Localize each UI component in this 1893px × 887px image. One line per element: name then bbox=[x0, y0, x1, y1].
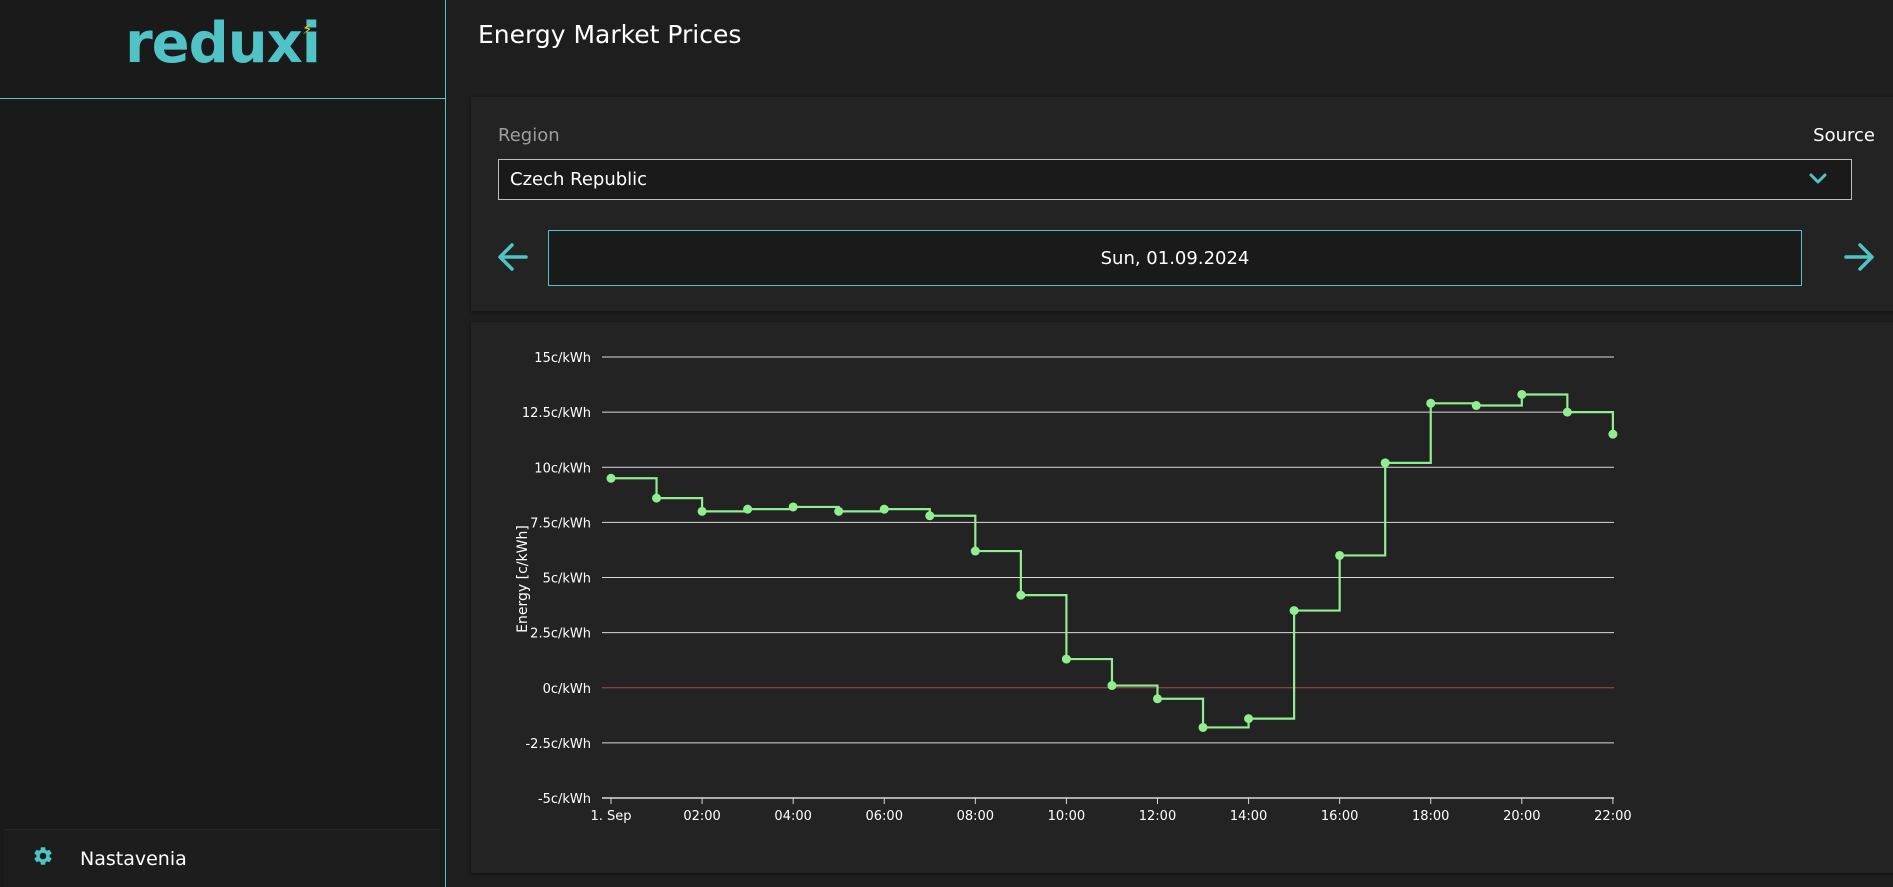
x-tick-label: 16:00 bbox=[1321, 809, 1358, 824]
y-tick-label: -2.5c/kWh bbox=[525, 737, 591, 752]
price-point[interactable] bbox=[1152, 694, 1162, 704]
y-tick-label: 15c/kWh bbox=[534, 351, 591, 366]
page-title: Energy Market Prices bbox=[478, 20, 742, 49]
y-tick-label: 10c/kWh bbox=[534, 461, 591, 476]
x-tick-label: 04:00 bbox=[774, 809, 811, 824]
price-point[interactable] bbox=[1335, 550, 1345, 560]
y-tick-label: 2.5c/kWh bbox=[530, 627, 591, 642]
arrow-right-icon bbox=[1844, 243, 1874, 271]
price-point[interactable] bbox=[743, 504, 753, 514]
price-point[interactable] bbox=[834, 506, 844, 516]
chart-panel: 15c/kWh 12.5c/kWh 10c/kWh 7.5c/kWh 5c/kWh 2.5… bbox=[471, 322, 1893, 873]
y-axis-label: Energy [c/kWh] bbox=[515, 525, 531, 633]
gear-icon bbox=[32, 845, 62, 873]
y-tick-label: -5c/kWh bbox=[538, 792, 591, 807]
sidebar: reduxi ⚡ Nastavenia bbox=[0, 0, 446, 887]
previous-day-button[interactable] bbox=[495, 239, 531, 275]
price-series-line bbox=[611, 393, 1614, 729]
price-point[interactable] bbox=[1289, 606, 1299, 616]
price-point[interactable] bbox=[879, 504, 889, 514]
x-tick-label: 20:00 bbox=[1503, 809, 1540, 824]
y-tick-label: 0c/kWh bbox=[543, 682, 591, 697]
price-point[interactable] bbox=[788, 502, 798, 512]
price-point[interactable] bbox=[606, 473, 616, 483]
price-point[interactable] bbox=[1244, 714, 1254, 724]
price-point[interactable] bbox=[1471, 401, 1481, 411]
x-tick-label: 06:00 bbox=[866, 809, 903, 824]
chevron-down-icon bbox=[1807, 167, 1829, 196]
y-tick-label: 5c/kWh bbox=[543, 572, 591, 587]
main-content: Energy Market Prices Region Source Czech… bbox=[447, 0, 1893, 887]
x-tick-label: 02:00 bbox=[683, 809, 720, 824]
price-point[interactable] bbox=[1517, 389, 1527, 399]
price-point[interactable] bbox=[1380, 458, 1390, 468]
x-tick-label: 1. Sep bbox=[590, 809, 631, 824]
date-text: Sun, 01.09.2024 bbox=[1100, 247, 1250, 269]
region-select-value: Czech Republic bbox=[510, 169, 648, 190]
price-point[interactable] bbox=[970, 546, 980, 556]
sidebar-item-label: Nastavenia bbox=[80, 847, 187, 870]
price-point[interactable] bbox=[1198, 722, 1208, 732]
lightning-icon: ⚡ bbox=[302, 20, 313, 38]
x-tick-label: 22:00 bbox=[1594, 809, 1631, 824]
price-point[interactable] bbox=[697, 506, 707, 516]
price-point[interactable] bbox=[1562, 407, 1572, 417]
price-point[interactable] bbox=[1426, 398, 1436, 408]
sidebar-item-settings[interactable]: Nastavenia bbox=[4, 829, 440, 887]
price-point[interactable] bbox=[1016, 590, 1026, 600]
arrow-left-icon bbox=[498, 243, 528, 271]
price-point[interactable] bbox=[925, 511, 935, 521]
date-display[interactable]: Sun, 01.09.2024 bbox=[548, 230, 1802, 286]
x-tick-label: 12:00 bbox=[1139, 809, 1176, 824]
price-point[interactable] bbox=[1061, 654, 1071, 664]
x-tick-label: 18:00 bbox=[1412, 809, 1449, 824]
x-tick-label: 14:00 bbox=[1230, 809, 1267, 824]
y-tick-label: 12.5c/kWh bbox=[522, 406, 591, 421]
region-label: Region bbox=[498, 125, 560, 146]
price-point[interactable] bbox=[1608, 429, 1618, 439]
x-tick-label: 10:00 bbox=[1048, 809, 1085, 824]
logo[interactable]: reduxi bbox=[125, 10, 321, 76]
source-label[interactable]: Source bbox=[1813, 125, 1875, 146]
next-day-button[interactable] bbox=[1841, 239, 1877, 275]
price-chart: 15c/kWh 12.5c/kWh 10c/kWh 7.5c/kWh 5c/kWh 2.5… bbox=[515, 351, 1632, 824]
x-tick-label: 08:00 bbox=[957, 809, 994, 824]
logo-area: reduxi ⚡ bbox=[0, 0, 445, 99]
controls-panel: Region Source Czech Republic Sun, 01.09.… bbox=[471, 97, 1893, 311]
price-point[interactable] bbox=[1107, 681, 1117, 691]
price-point[interactable] bbox=[652, 493, 662, 503]
region-select[interactable]: Czech Republic bbox=[498, 159, 1852, 200]
y-tick-label: 7.5c/kWh bbox=[530, 516, 591, 531]
